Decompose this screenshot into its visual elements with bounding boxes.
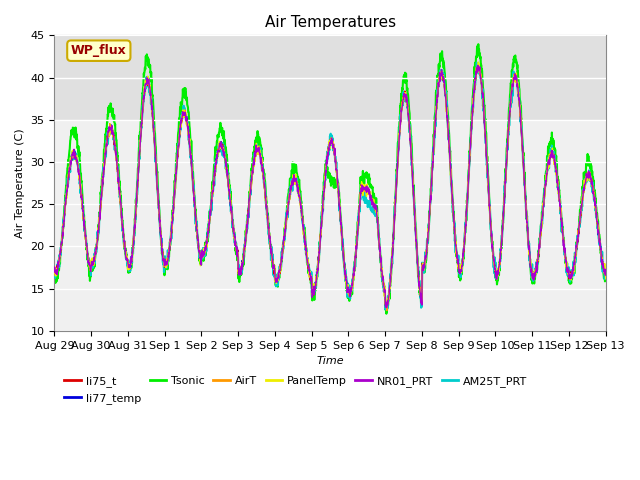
li77_temp (358, 185, 365, 191)
AirT (602, 273, 609, 279)
li75_t (346, 288, 354, 294)
Y-axis label: Air Temperature (C): Air Temperature (C) (15, 128, 25, 238)
Tsonic (51, 277, 58, 283)
Tsonic (491, 265, 499, 271)
PanelTemp (554, 184, 561, 190)
li77_temp (554, 178, 561, 183)
NR01_PRT (204, 230, 212, 236)
PanelTemp (602, 276, 609, 282)
Tsonic (383, 311, 390, 317)
AirT (51, 269, 58, 275)
PanelTemp (569, 266, 577, 272)
NR01_PRT (569, 267, 577, 273)
NR01_PRT (602, 272, 609, 278)
li75_t (569, 271, 577, 277)
Tsonic (204, 231, 212, 237)
li75_t (383, 303, 391, 309)
NR01_PRT (554, 177, 561, 183)
PanelTemp (358, 185, 365, 191)
AirT (491, 264, 499, 270)
AM25T_PRT (346, 289, 354, 295)
PanelTemp (383, 305, 390, 311)
li75_t (554, 178, 561, 183)
li75_t (491, 263, 499, 268)
PanelTemp (491, 264, 499, 269)
Line: Tsonic: Tsonic (54, 44, 605, 314)
AirT (204, 226, 212, 232)
AM25T_PRT (358, 190, 365, 196)
li77_temp (569, 268, 577, 274)
AirT (358, 186, 365, 192)
li75_t (51, 268, 58, 274)
Tsonic (358, 179, 365, 184)
AirT (346, 289, 354, 295)
AM25T_PRT (602, 272, 609, 278)
AirT (554, 177, 561, 182)
Line: AirT: AirT (54, 67, 605, 311)
NR01_PRT (358, 182, 365, 188)
li77_temp (474, 64, 482, 70)
Text: WP_flux: WP_flux (71, 44, 127, 57)
li75_t (474, 64, 481, 70)
AirT (383, 308, 391, 313)
Line: PanelTemp: PanelTemp (54, 62, 605, 308)
AM25T_PRT (569, 271, 577, 277)
li77_temp (491, 262, 499, 268)
X-axis label: Time: Time (316, 356, 344, 366)
NR01_PRT (491, 266, 499, 272)
PanelTemp (474, 59, 482, 65)
AM25T_PRT (491, 254, 499, 260)
AirT (476, 64, 483, 70)
PanelTemp (51, 266, 58, 272)
AM25T_PRT (204, 235, 212, 240)
li77_temp (602, 274, 609, 279)
Tsonic (554, 173, 561, 179)
Legend: li75_t, li77_temp, Tsonic, AirT, PanelTemp, NR01_PRT, AM25T_PRT: li75_t, li77_temp, Tsonic, AirT, PanelTe… (60, 372, 531, 408)
NR01_PRT (474, 62, 482, 68)
AM25T_PRT (381, 307, 389, 312)
Tsonic (569, 270, 577, 276)
Line: li75_t: li75_t (54, 67, 605, 306)
Tsonic (474, 41, 482, 47)
Bar (54, 36, 605, 120)
li75_t (204, 231, 212, 237)
li77_temp (51, 268, 58, 274)
AM25T_PRT (473, 60, 481, 65)
Tsonic (602, 277, 609, 283)
Line: NR01_PRT: NR01_PRT (54, 65, 605, 308)
li75_t (602, 274, 609, 279)
li77_temp (383, 303, 390, 309)
NR01_PRT (383, 305, 390, 311)
Title: Air Temperatures: Air Temperatures (264, 15, 396, 30)
Line: li77_temp: li77_temp (54, 67, 605, 306)
PanelTemp (346, 289, 354, 295)
NR01_PRT (346, 289, 354, 295)
Line: AM25T_PRT: AM25T_PRT (54, 62, 605, 310)
li75_t (358, 186, 365, 192)
Tsonic (346, 290, 354, 296)
AM25T_PRT (554, 185, 561, 191)
AirT (569, 271, 577, 276)
li77_temp (346, 291, 354, 297)
li77_temp (204, 229, 212, 235)
NR01_PRT (51, 269, 58, 275)
PanelTemp (204, 229, 212, 235)
AM25T_PRT (51, 267, 58, 273)
